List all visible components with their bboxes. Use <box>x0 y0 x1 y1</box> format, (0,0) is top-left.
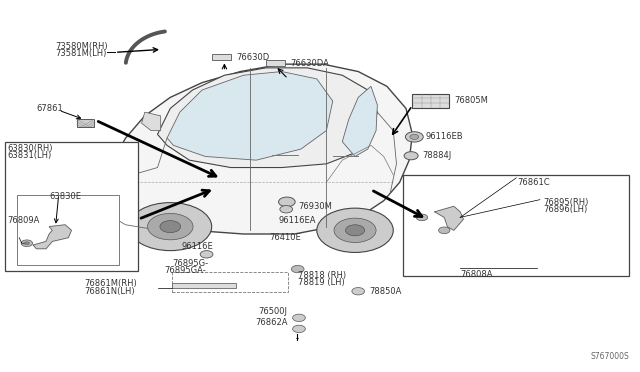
Polygon shape <box>33 225 72 249</box>
Text: 76862A: 76862A <box>255 318 287 327</box>
Text: 76630D: 76630D <box>236 53 269 62</box>
Bar <box>172 272 288 292</box>
Text: 73580M(RH): 73580M(RH) <box>56 42 108 51</box>
Bar <box>412 94 449 108</box>
Polygon shape <box>435 206 463 230</box>
Circle shape <box>21 240 33 247</box>
Text: 76410E: 76410E <box>269 233 301 242</box>
Text: 76809A: 76809A <box>8 216 40 225</box>
Polygon shape <box>157 68 378 167</box>
Text: 76895GA-: 76895GA- <box>164 266 205 275</box>
FancyBboxPatch shape <box>77 119 95 127</box>
Circle shape <box>438 227 450 234</box>
Circle shape <box>416 214 428 221</box>
Text: 78884J: 78884J <box>422 151 452 160</box>
Bar <box>212 54 231 61</box>
Polygon shape <box>342 86 378 157</box>
Text: 96116EB: 96116EB <box>426 132 463 141</box>
Bar <box>403 175 629 276</box>
Bar <box>266 60 285 66</box>
Circle shape <box>129 203 212 251</box>
Text: 76630DA: 76630DA <box>290 58 329 68</box>
Circle shape <box>160 221 180 232</box>
Circle shape <box>200 251 213 258</box>
Text: 76930M: 76930M <box>298 202 332 211</box>
Text: 96116E: 96116E <box>181 241 213 251</box>
Circle shape <box>317 208 394 253</box>
Circle shape <box>405 132 423 142</box>
Bar <box>4 142 138 271</box>
Text: 76861C: 76861C <box>518 178 550 187</box>
Text: 73581M(LH): 73581M(LH) <box>56 49 107 58</box>
Circle shape <box>278 197 295 207</box>
Text: 96116EA: 96116EA <box>278 216 316 225</box>
Circle shape <box>24 242 29 245</box>
Circle shape <box>292 325 305 333</box>
Circle shape <box>352 288 365 295</box>
Text: 76861M(RH): 76861M(RH) <box>84 279 137 288</box>
Text: 78819 (LH): 78819 (LH) <box>298 278 344 287</box>
Text: 78818 (RH): 78818 (RH) <box>298 271 346 280</box>
Text: S767000S: S767000S <box>590 352 629 361</box>
Circle shape <box>292 314 305 321</box>
Text: 76808A: 76808A <box>460 270 493 279</box>
Circle shape <box>280 206 292 213</box>
Bar <box>172 283 236 288</box>
Text: 76895(RH): 76895(RH) <box>543 198 588 207</box>
Text: 63831(LH): 63831(LH) <box>8 151 52 160</box>
Text: 76895G-: 76895G- <box>172 259 208 268</box>
Circle shape <box>147 214 193 240</box>
Circle shape <box>334 218 376 243</box>
Text: 67861: 67861 <box>36 104 63 113</box>
Text: 76861N(LH): 76861N(LH) <box>84 287 135 296</box>
Circle shape <box>346 225 365 236</box>
Circle shape <box>291 265 304 273</box>
Text: 76500J: 76500J <box>259 307 287 316</box>
Polygon shape <box>167 71 333 160</box>
Polygon shape <box>141 112 161 131</box>
Circle shape <box>404 152 418 160</box>
Text: 63830(RH): 63830(RH) <box>8 144 53 153</box>
Bar <box>17 195 119 265</box>
Circle shape <box>410 134 419 140</box>
Text: 76805M: 76805M <box>454 96 488 105</box>
Text: 78850A: 78850A <box>370 287 402 296</box>
Polygon shape <box>100 64 412 234</box>
Text: 76896(LH): 76896(LH) <box>543 205 588 214</box>
Text: 63830E: 63830E <box>49 192 81 201</box>
